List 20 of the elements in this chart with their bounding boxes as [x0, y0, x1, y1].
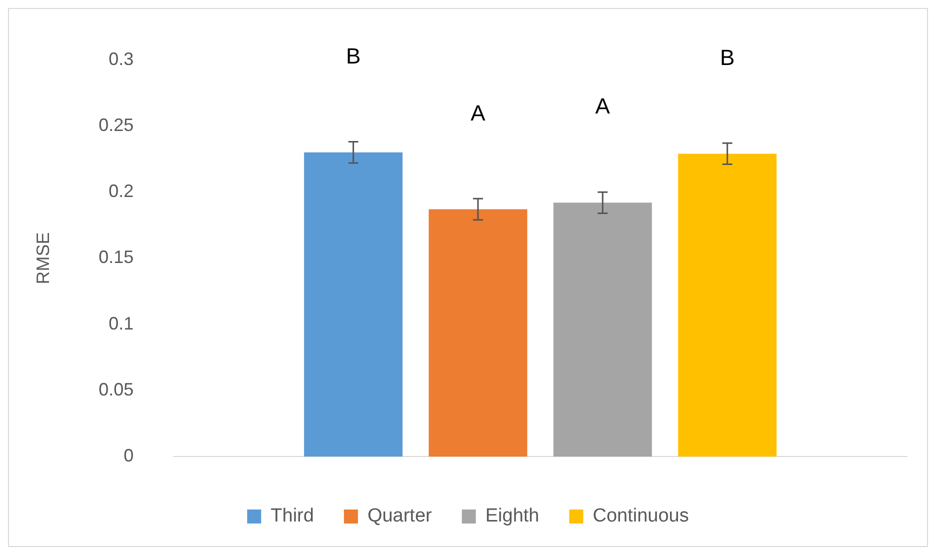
annotation: A: [595, 94, 610, 119]
annotation: B: [720, 44, 735, 70]
y-tick-label: 0.2: [108, 181, 134, 202]
annotation: B: [346, 43, 361, 68]
y-tick-label: 0.05: [98, 379, 134, 400]
y-tick-label: 0.1: [108, 313, 134, 334]
legend-label: Third: [270, 506, 314, 527]
y-axis-title: RMSE: [32, 232, 53, 284]
bar: [553, 202, 652, 457]
y-tick-label: 0: [124, 446, 134, 466]
bar: [304, 152, 403, 457]
annotation: A: [470, 100, 486, 126]
legend-label: Quarter: [367, 506, 433, 527]
bar: [428, 209, 528, 457]
legend-label: Eighth: [485, 506, 540, 527]
y-tick-label: 0.25: [98, 114, 134, 135]
y-tick-label: 0.3: [108, 48, 134, 69]
y-tick-label: 0.15: [98, 247, 134, 268]
legend-label: Continuous: [592, 506, 689, 527]
bar: [678, 154, 777, 457]
